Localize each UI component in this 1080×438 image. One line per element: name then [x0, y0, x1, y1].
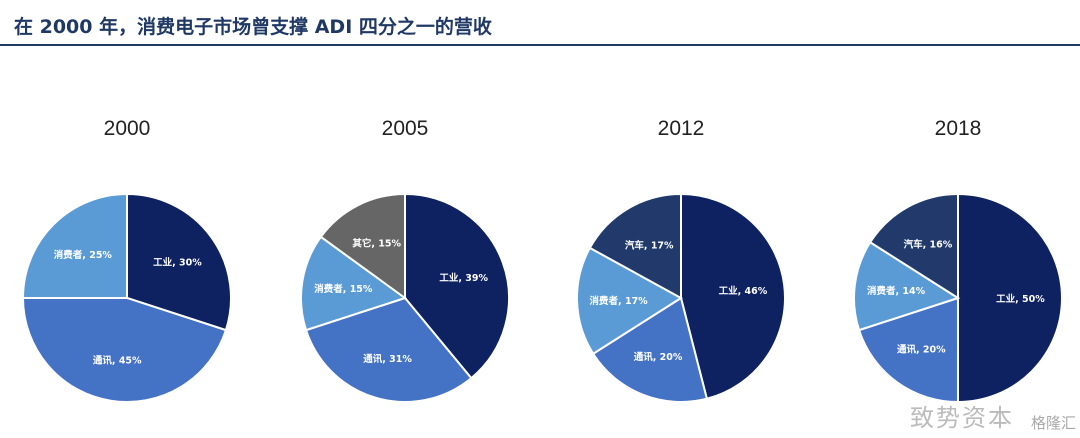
slice-label: 消费者, 14% — [867, 285, 926, 297]
slice-label: 消费者, 25% — [54, 249, 113, 261]
slice-label: 通讯, 45% — [93, 355, 142, 367]
slice-label: 通讯, 20% — [897, 343, 946, 355]
slice-label: 汽车, 17% — [625, 239, 674, 251]
title-divider — [0, 44, 1080, 46]
pie-slice — [576, 246, 683, 356]
page-title: 在 2000 年，消费电子市场曾支撑 ADI 四分之一的营收 — [14, 16, 492, 38]
chart-title: 2005 — [382, 117, 429, 140]
pie-slice — [957, 192, 1063, 404]
slice-label: 工业, 39% — [439, 272, 488, 284]
slice-label: 工业, 46% — [719, 285, 768, 297]
pie-slice — [404, 192, 510, 380]
pie-slice — [126, 192, 232, 332]
slice-label: 通讯, 31% — [363, 353, 412, 365]
pie-slice — [680, 192, 786, 400]
chart-title: 2000 — [104, 117, 151, 140]
watermark-secondary: 格隆汇 — [1030, 414, 1076, 432]
slice-label: 其它, 15% — [352, 237, 401, 249]
pie-slice — [588, 192, 682, 300]
slice-label: 消费者, 17% — [590, 295, 649, 307]
watermark: 致势资本 — [910, 404, 1014, 432]
pie-slice — [853, 240, 961, 332]
slice-label: 通讯, 20% — [634, 351, 683, 363]
chart-title: 2018 — [935, 117, 982, 140]
pie-slice — [857, 296, 959, 404]
pie-slice — [300, 235, 408, 332]
pie-slice — [868, 192, 959, 300]
slice-label: 工业, 50% — [996, 293, 1045, 305]
pie-slice — [304, 296, 473, 403]
slice-label: 消费者, 15% — [314, 283, 373, 295]
pie-slice — [21, 192, 128, 299]
chart-title: 2012 — [658, 117, 705, 140]
slice-label: 汽车, 16% — [904, 238, 953, 250]
pie-slice — [319, 192, 406, 300]
pie-slice — [21, 297, 228, 403]
slice-label: 工业, 30% — [153, 256, 202, 268]
pie-slice — [591, 296, 709, 403]
